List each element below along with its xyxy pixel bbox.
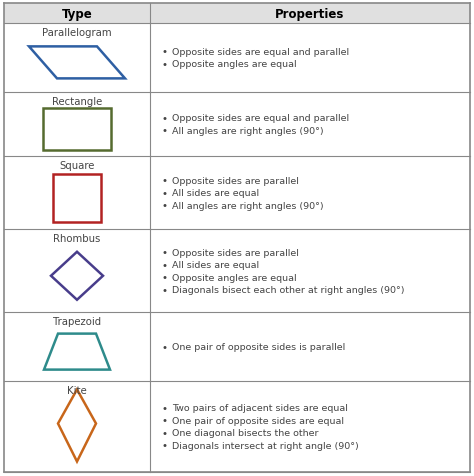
Text: •: • bbox=[162, 342, 168, 352]
Text: •: • bbox=[162, 60, 168, 69]
Text: •: • bbox=[162, 47, 168, 57]
Text: •: • bbox=[162, 188, 168, 198]
Text: Parallelogram: Parallelogram bbox=[42, 28, 112, 38]
Text: •: • bbox=[162, 114, 168, 124]
Text: •: • bbox=[162, 428, 168, 438]
Text: One pair of opposite sides are equal: One pair of opposite sides are equal bbox=[172, 416, 344, 425]
Text: •: • bbox=[162, 403, 168, 413]
Text: Opposite angles are equal: Opposite angles are equal bbox=[172, 60, 297, 69]
Text: Diagonals intersect at right angle (90°): Diagonals intersect at right angle (90°) bbox=[172, 441, 359, 450]
Text: Rectangle: Rectangle bbox=[52, 97, 102, 107]
Text: Two pairs of adjacent sides are equal: Two pairs of adjacent sides are equal bbox=[172, 403, 348, 412]
Bar bbox=[4, 313, 470, 381]
Bar bbox=[4, 157, 470, 230]
Text: Opposite sides are equal and parallel: Opposite sides are equal and parallel bbox=[172, 114, 349, 123]
Text: All sides are equal: All sides are equal bbox=[172, 260, 259, 269]
Bar bbox=[4, 230, 470, 313]
Bar bbox=[4, 381, 470, 472]
Text: All angles are right angles (90°): All angles are right angles (90°) bbox=[172, 127, 324, 136]
Bar bbox=[4, 4, 470, 24]
Bar bbox=[4, 92, 470, 157]
Text: Opposite sides are parallel: Opposite sides are parallel bbox=[172, 248, 299, 257]
Text: One pair of opposite sides is parallel: One pair of opposite sides is parallel bbox=[172, 342, 345, 351]
Text: •: • bbox=[162, 248, 168, 258]
Text: •: • bbox=[162, 440, 168, 450]
Text: •: • bbox=[162, 272, 168, 282]
Text: Opposite angles are equal: Opposite angles are equal bbox=[172, 273, 297, 282]
Text: •: • bbox=[162, 201, 168, 211]
Bar bbox=[4, 24, 470, 92]
Text: Rhombus: Rhombus bbox=[53, 234, 100, 244]
Text: •: • bbox=[162, 260, 168, 270]
Text: Type: Type bbox=[62, 8, 92, 20]
Text: Kite: Kite bbox=[67, 385, 87, 395]
Text: One diagonal bisects the other: One diagonal bisects the other bbox=[172, 428, 319, 437]
Text: Diagonals bisect each other at right angles (90°): Diagonals bisect each other at right ang… bbox=[172, 286, 404, 294]
Text: •: • bbox=[162, 416, 168, 426]
Bar bbox=[53, 175, 101, 222]
Text: All angles are right angles (90°): All angles are right angles (90°) bbox=[172, 201, 324, 210]
Text: Trapezoid: Trapezoid bbox=[53, 317, 101, 327]
Text: Opposite sides are parallel: Opposite sides are parallel bbox=[172, 177, 299, 186]
Text: Properties: Properties bbox=[275, 8, 345, 20]
Text: Square: Square bbox=[59, 161, 95, 171]
Bar bbox=[43, 109, 111, 151]
Text: •: • bbox=[162, 176, 168, 186]
Text: All sides are equal: All sides are equal bbox=[172, 189, 259, 198]
Text: •: • bbox=[162, 285, 168, 295]
Text: Opposite sides are equal and parallel: Opposite sides are equal and parallel bbox=[172, 48, 349, 57]
Text: •: • bbox=[162, 126, 168, 136]
